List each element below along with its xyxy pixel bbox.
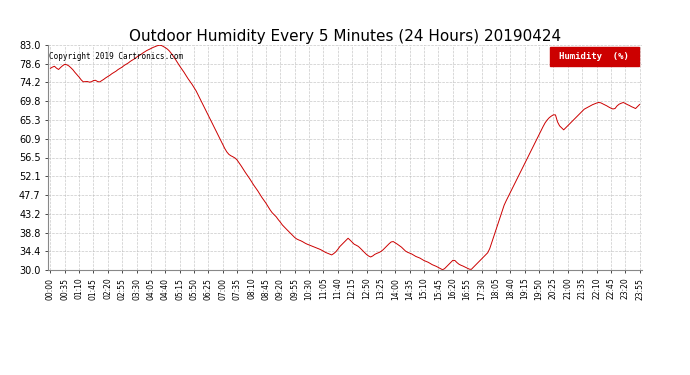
Bar (550, 47, 639, 66)
Text: Copyright 2019 Cartronics.com: Copyright 2019 Cartronics.com (49, 52, 183, 61)
Text: Humidity  (%): Humidity (%) (560, 53, 629, 61)
Title: Outdoor Humidity Every 5 Minutes (24 Hours) 20190424: Outdoor Humidity Every 5 Minutes (24 Hou… (129, 29, 561, 44)
